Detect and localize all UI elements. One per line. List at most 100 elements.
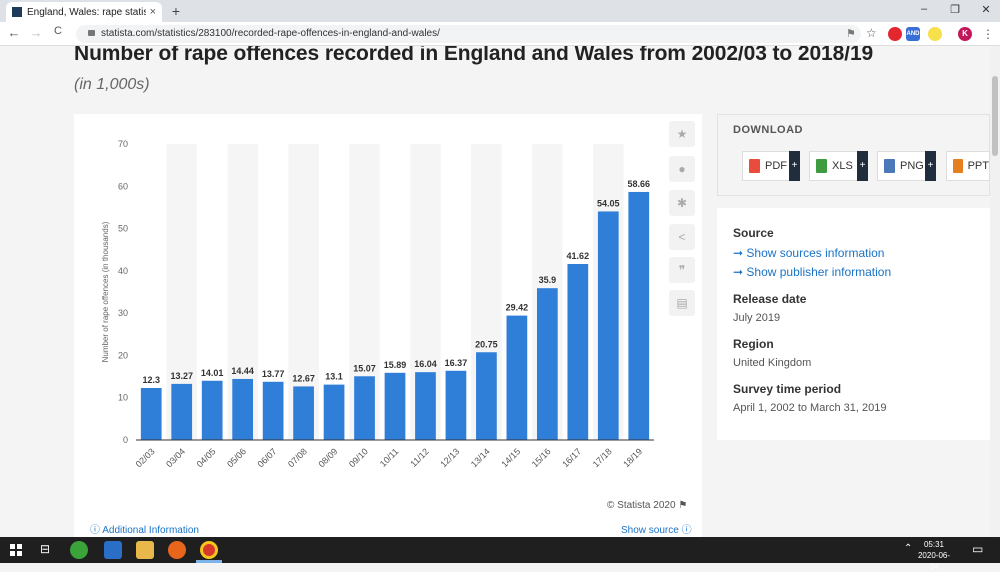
download-ppt-button[interactable]: PPT <box>946 151 990 181</box>
and-extension-icon[interactable]: AND <box>906 27 920 41</box>
plus-icon: + <box>925 151 936 181</box>
bar <box>536 288 558 440</box>
bar <box>323 384 345 440</box>
chrome-icon[interactable] <box>200 541 218 559</box>
tab-title: England, Wales: rape statistics 2... <box>27 6 146 18</box>
close-window-button[interactable]: ✕ <box>981 4 991 16</box>
x-tick-label: 10/11 <box>378 446 401 469</box>
xls-file-icon <box>816 159 827 173</box>
arrow-right-icon: ➞ <box>733 246 744 260</box>
additional-info-link[interactable]: ⓘ Additional Information <box>90 521 199 536</box>
show-source-link[interactable]: Show source ⓘ <box>621 521 692 536</box>
release-date-value: July 2019 <box>733 312 781 324</box>
x-tick-label: 04/05 <box>195 446 218 469</box>
opera-extension-icon[interactable] <box>888 27 902 41</box>
show-publisher-link[interactable]: ➞ Show publisher information <box>733 265 891 279</box>
profile-avatar[interactable]: K <box>958 27 972 41</box>
bar <box>293 386 314 440</box>
png-file-icon <box>884 159 895 173</box>
scrollbar-thumb[interactable] <box>992 76 998 156</box>
y-tick-label: 0 <box>123 435 128 445</box>
maximize-button[interactable]: ❐ <box>950 4 960 16</box>
firefox-icon[interactable] <box>168 541 186 559</box>
show-sources-label: Show sources information <box>746 246 885 260</box>
region-heading: Region <box>733 337 774 351</box>
url-input[interactable]: statista.com/statistics/283100/recorded-… <box>76 25 861 43</box>
data-label: 14.44 <box>231 366 254 376</box>
page-scrollbar[interactable] <box>990 46 1000 537</box>
bar <box>354 376 375 440</box>
page-subtitle: (in 1,000s) <box>74 76 150 93</box>
copyright-text: © Statista 2020 ⚑ <box>607 500 687 511</box>
data-label: 58.66 <box>627 179 650 189</box>
xls-label: XLS <box>832 160 853 172</box>
notification-bell-icon[interactable]: ● <box>669 156 695 182</box>
favorite-star-icon[interactable]: ★ <box>669 121 695 147</box>
data-label: 20.75 <box>475 339 498 349</box>
data-label: 15.07 <box>353 363 376 373</box>
chevron-up-icon[interactable]: ⌃ <box>904 543 913 554</box>
y-tick-label: 70 <box>118 139 128 149</box>
download-pdf-button[interactable]: PDF + <box>742 151 800 181</box>
statistic-info-panel: Source ➞ Show sources information ➞ Show… <box>717 208 990 440</box>
show-sources-link[interactable]: ➞ Show sources information <box>733 246 884 260</box>
download-panel: DOWNLOAD PDF + XLS + PNG + PPT <box>717 114 990 196</box>
x-tick-label: 15/16 <box>530 446 553 469</box>
print-icon[interactable]: ▤ <box>669 290 695 316</box>
close-tab-icon[interactable]: × <box>149 6 156 18</box>
reload-button[interactable]: C <box>54 25 62 37</box>
translate-icon[interactable]: ⚑ <box>846 28 856 40</box>
y-tick-label: 50 <box>118 224 128 234</box>
x-tick-label: 08/09 <box>316 446 339 469</box>
extension-icon[interactable] <box>928 27 942 41</box>
show-publisher-label: Show publisher information <box>746 265 892 279</box>
forward-button[interactable]: → <box>29 25 43 40</box>
x-tick-label: 17/18 <box>591 446 614 469</box>
bar <box>415 372 436 440</box>
settings-gear-icon[interactable]: ✱ <box>669 190 695 216</box>
windows-start-icon[interactable] <box>10 544 22 556</box>
browser-tab[interactable]: England, Wales: rape statistics 2... × <box>6 2 162 22</box>
url-text: statista.com/statistics/283100/recorded-… <box>101 28 440 39</box>
y-tick-label: 40 <box>118 266 128 276</box>
share-icon[interactable]: < <box>669 224 695 250</box>
cite-quote-icon[interactable]: ❞ <box>669 257 695 283</box>
active-app-indicator <box>196 560 222 563</box>
lock-icon <box>88 30 95 36</box>
y-tick-label: 20 <box>118 350 128 360</box>
bar <box>506 315 528 440</box>
notifications-icon[interactable]: ▭ <box>972 542 984 556</box>
minimize-button[interactable]: – <box>920 3 928 15</box>
data-label: 13.77 <box>262 369 285 379</box>
file-explorer-icon[interactable] <box>136 541 154 559</box>
bookmark-star-icon[interactable]: ☆ <box>866 26 877 40</box>
system-clock[interactable]: 05:31 2020-06-04 <box>916 539 952 572</box>
app-icon[interactable] <box>104 541 122 559</box>
data-label: 16.04 <box>414 359 437 369</box>
data-label: 41.62 <box>567 251 590 261</box>
browser-menu-icon[interactable]: ⋮ <box>982 27 994 41</box>
back-button[interactable]: ← <box>7 25 21 40</box>
x-tick-label: 05/06 <box>225 446 248 469</box>
pdf-label: PDF <box>765 160 787 172</box>
y-tick-label: 10 <box>118 393 128 403</box>
bar <box>445 370 467 440</box>
download-png-button[interactable]: PNG + <box>877 151 936 181</box>
task-view-icon[interactable]: ⊟ <box>40 542 51 556</box>
bar <box>476 352 497 440</box>
bar <box>171 383 193 440</box>
data-label: 12.3 <box>142 375 160 385</box>
plus-icon: + <box>789 151 800 181</box>
bar <box>567 264 589 440</box>
bar <box>140 387 162 440</box>
data-label: 15.89 <box>384 360 407 370</box>
bar <box>201 380 223 440</box>
show-source-label: Show source <box>621 525 679 536</box>
new-tab-button[interactable]: + <box>171 3 181 19</box>
additional-info-label: Additional Information <box>102 525 199 536</box>
arrow-right-icon: ➞ <box>733 265 744 279</box>
y-tick-label: 60 <box>118 181 128 191</box>
utorrent-icon[interactable] <box>70 541 88 559</box>
source-heading: Source <box>733 226 774 240</box>
download-xls-button[interactable]: XLS + <box>809 151 868 181</box>
